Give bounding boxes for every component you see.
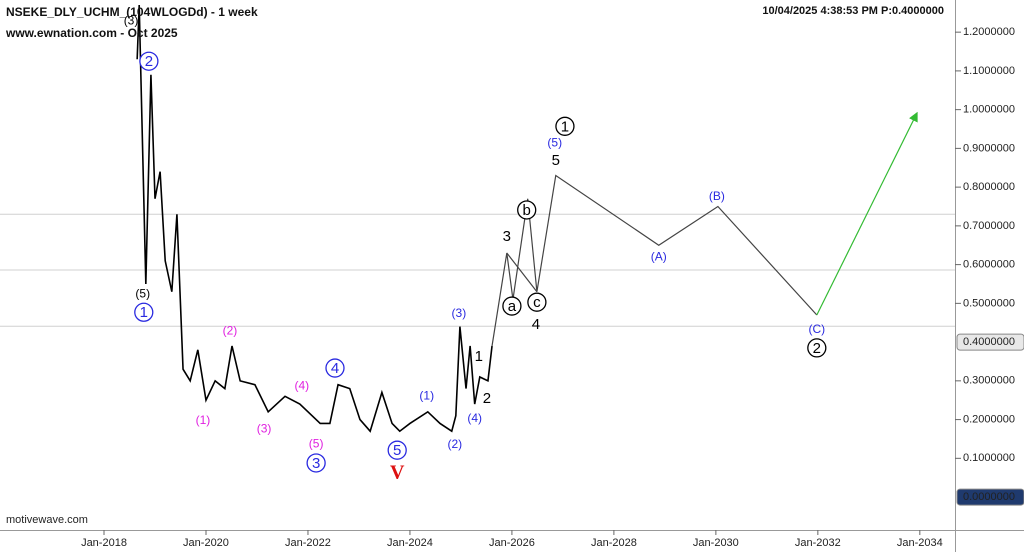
price-marker — [956, 488, 1024, 506]
wave-label: 3 — [312, 455, 320, 472]
wave-label: 1 — [475, 348, 483, 365]
subtitle: www.ewnation.com - Oct 2025 — [5, 26, 178, 40]
x-tick-label: Jan-2024 — [387, 537, 433, 549]
wave-label: (2) — [223, 323, 238, 337]
y-tick-label: 0.1000000 — [963, 452, 1015, 464]
price-marker-label: 0.4000000 — [963, 336, 1015, 348]
y-tick-label: 0.7000000 — [963, 220, 1015, 232]
wave-label: (5) — [309, 436, 324, 450]
price-marker — [956, 333, 1024, 351]
wave-label: 3 — [503, 228, 511, 245]
projection-line — [816, 111, 918, 316]
wave-label: 2 — [483, 390, 491, 407]
y-tick-label: 1.2000000 — [963, 26, 1015, 38]
y-tick-label: 1.1000000 — [963, 65, 1015, 77]
wave-label: (3) — [452, 306, 467, 320]
wave-circle — [325, 358, 345, 378]
y-tick-label: 0.5000000 — [963, 297, 1015, 309]
wave-label: 5 — [552, 152, 560, 169]
wave-circle — [502, 296, 522, 316]
wave-label: 4 — [532, 316, 540, 333]
timestamp: 10/04/2025 4:38:53 PM P:0.4000000 — [762, 5, 944, 17]
wave-label: 1 — [140, 304, 148, 321]
wave-label: (3) — [124, 14, 139, 28]
x-tick-label: Jan-2028 — [591, 537, 637, 549]
footer: motivewave.com — [6, 514, 88, 526]
projection-line — [506, 252, 538, 293]
price-line — [136, 5, 493, 433]
wave-circle — [527, 292, 547, 312]
wave-circle — [387, 440, 407, 460]
wave-label: b — [523, 202, 531, 219]
wave-label: 5 — [393, 442, 401, 459]
y-tick-label: 0.8000000 — [963, 181, 1015, 193]
wave-label: (4) — [295, 378, 310, 392]
x-tick-label: Jan-2026 — [489, 537, 535, 549]
wave-circle — [139, 51, 159, 71]
y-tick-label: 0.6000000 — [963, 259, 1015, 271]
wave-label: 2 — [813, 340, 821, 357]
wave-label: (5) — [135, 286, 150, 300]
wave-label: (3) — [257, 421, 272, 435]
wave-label: c — [533, 294, 541, 311]
wave-label: (5) — [547, 135, 562, 149]
x-tick-label: Jan-2030 — [693, 537, 739, 549]
y-tick-label: 0.3000000 — [963, 375, 1015, 387]
x-tick-label: Jan-2034 — [897, 537, 943, 549]
wave-label: (B) — [709, 189, 725, 203]
wave-circle — [134, 302, 154, 322]
wave-circle — [517, 200, 537, 220]
wave-label: 1 — [561, 118, 569, 135]
x-tick-label: Jan-2022 — [285, 537, 331, 549]
wave-label: 4 — [331, 360, 339, 377]
y-tick-label: 0.2000000 — [963, 413, 1015, 425]
wave-label: (4) — [467, 411, 482, 425]
x-tick-label: Jan-2020 — [183, 537, 229, 549]
wave-label: (A) — [651, 249, 667, 263]
wave-circle — [306, 453, 326, 473]
wave-label: (1) — [196, 413, 211, 427]
price-marker-label: 0.0000000 — [963, 491, 1015, 503]
wave-label: 2 — [145, 53, 153, 70]
x-tick-label: Jan-2032 — [795, 537, 841, 549]
wave-label: V — [390, 462, 405, 484]
plot-area — [0, 0, 955, 530]
y-tick-label: 0.9000000 — [963, 142, 1015, 154]
wave-label: a — [508, 298, 517, 315]
y-tick-label: 1.0000000 — [963, 104, 1015, 116]
chart-title: NSEKE_DLY_UCHM_(104WLOGDd) - 1 week — [6, 5, 258, 19]
wave-circle — [807, 338, 827, 358]
x-tick-label: Jan-2018 — [81, 537, 127, 549]
wave-circle — [555, 116, 575, 136]
wave-label: (2) — [447, 437, 462, 451]
wave-label: (1) — [419, 388, 434, 402]
wave-label: (C) — [808, 322, 825, 336]
